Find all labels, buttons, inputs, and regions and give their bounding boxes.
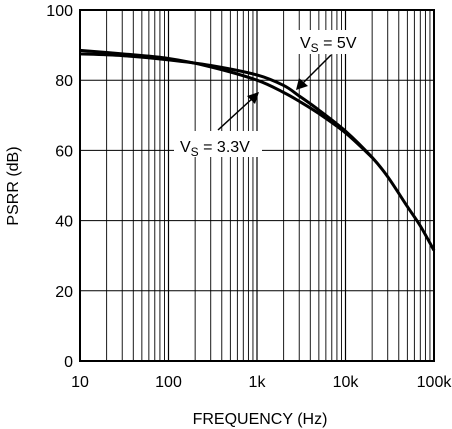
x-axis-title: FREQUENCY (Hz) bbox=[193, 411, 328, 428]
y-tick-label: 100 bbox=[46, 3, 73, 20]
y-tick-label: 40 bbox=[55, 214, 73, 231]
curves bbox=[79, 48, 436, 252]
annotation-vs-3v3-arrowhead bbox=[247, 92, 259, 104]
tick-labels: 10 100 1k 10k 100k 0 20 40 60 80 100 bbox=[46, 3, 452, 391]
y-tick-label: 60 bbox=[55, 143, 73, 160]
annotation-vs-5v-leader bbox=[299, 54, 332, 87]
annotation-vs-3v3: VS = 3.3V bbox=[174, 92, 262, 159]
y-axis-title: PSRR (dB) bbox=[5, 146, 22, 225]
annotation-vs-3v3-label: VS = 3.3V bbox=[180, 139, 250, 159]
annotation-vs-3v3-leader bbox=[217, 96, 255, 131]
x-tick-label: 10 bbox=[71, 374, 89, 391]
y-tick-label: 80 bbox=[55, 73, 73, 90]
y-tick-label: 20 bbox=[55, 284, 73, 301]
x-tick-label: 100 bbox=[155, 374, 182, 391]
x-tick-label: 100k bbox=[417, 374, 452, 391]
annotation-vs-5v: VS = 5V bbox=[294, 30, 358, 90]
grid bbox=[79, 9, 434, 362]
y-tick-label: 0 bbox=[64, 354, 73, 371]
x-tick-label: 1k bbox=[249, 374, 267, 391]
annotation-vs-5v-label: VS = 5V bbox=[300, 35, 357, 55]
series-line-vs-3v3 bbox=[79, 48, 374, 159]
plot-frame bbox=[79, 9, 435, 362]
x-tick-label: 10k bbox=[333, 374, 360, 391]
annotation-vs-5v-arrowhead bbox=[296, 78, 308, 90]
